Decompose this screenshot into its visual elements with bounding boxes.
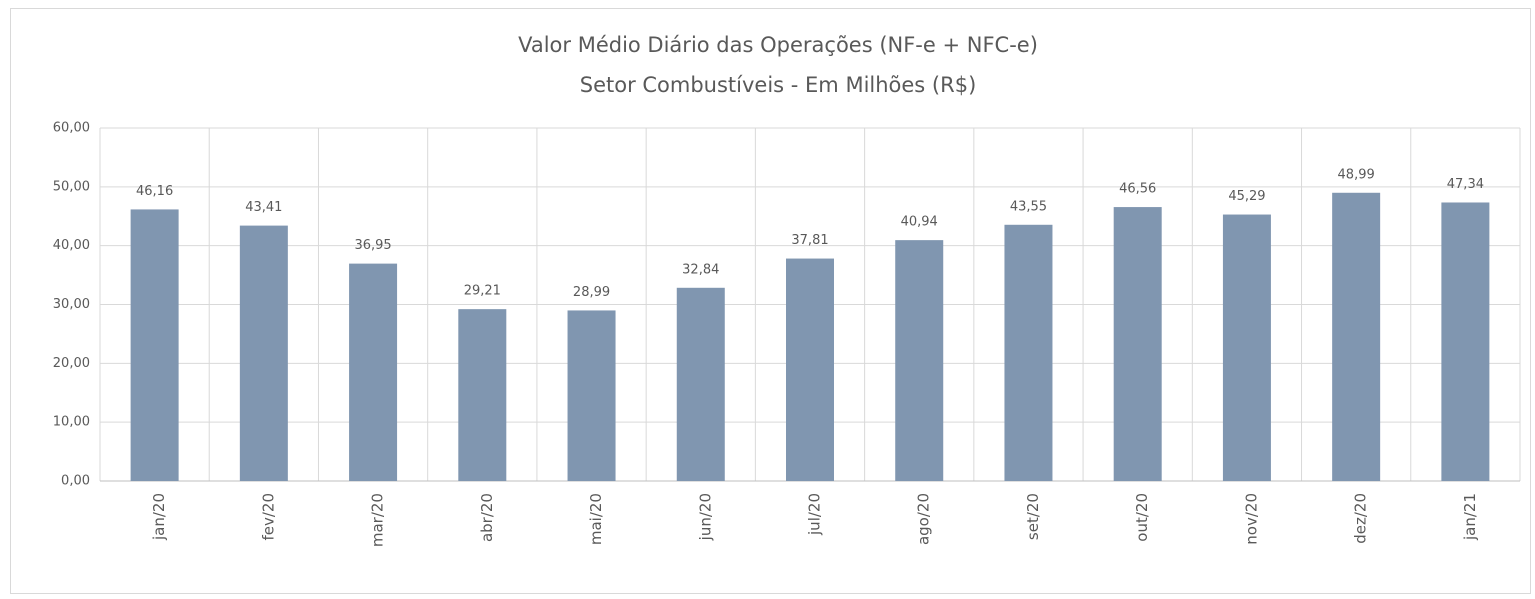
bar <box>239 225 288 481</box>
x-tick-label: fev/20 <box>259 493 277 541</box>
y-tick-label: 50,00 <box>53 179 90 194</box>
data-label: 47,34 <box>1447 177 1484 192</box>
bar <box>349 263 398 481</box>
bar <box>676 287 725 481</box>
x-tick-label: jun/20 <box>696 493 714 541</box>
x-tick-label: nov/20 <box>1242 493 1260 545</box>
bar <box>1441 202 1490 481</box>
bar <box>1004 224 1053 482</box>
x-tick-label: set/20 <box>1024 493 1042 540</box>
bar <box>895 240 944 481</box>
data-label: 46,56 <box>1119 182 1156 197</box>
data-label: 43,55 <box>1010 199 1047 214</box>
y-tick-label: 20,00 <box>53 356 90 371</box>
chart-subtitle: Setor Combustíveis - Em Milhões (R$) <box>580 73 977 97</box>
bar <box>786 258 834 481</box>
x-tick-label: mar/20 <box>369 493 387 547</box>
data-label: 37,81 <box>791 233 828 248</box>
data-label: 48,99 <box>1338 167 1375 182</box>
x-tick-label: jan/21 <box>1461 493 1479 541</box>
y-tick-label: 10,00 <box>53 415 90 430</box>
bar <box>458 309 507 481</box>
y-tick-label: 40,00 <box>53 238 90 253</box>
x-tick-label: dez/20 <box>1352 493 1370 544</box>
chart-title: Valor Médio Diário das Operações (NF-e +… <box>518 33 1038 57</box>
x-tick-label: ago/20 <box>915 493 933 545</box>
y-tick-label: 0,00 <box>61 474 90 489</box>
data-label: 32,84 <box>682 262 719 277</box>
data-label: 43,41 <box>245 200 282 215</box>
x-tick-label: mai/20 <box>587 493 605 545</box>
bar <box>1113 207 1162 481</box>
bar <box>1222 214 1271 482</box>
data-label: 40,94 <box>901 215 938 230</box>
x-tick-label: jul/20 <box>806 493 824 536</box>
bar <box>567 310 616 481</box>
y-tick-label: 60,00 <box>53 121 90 136</box>
x-tick-label: jan/20 <box>150 493 168 541</box>
bar <box>1332 192 1381 481</box>
bar <box>130 209 179 481</box>
data-label: 36,95 <box>354 238 391 253</box>
data-label: 29,21 <box>464 284 501 299</box>
data-label: 28,99 <box>573 285 610 300</box>
data-label: 45,29 <box>1228 189 1265 204</box>
y-tick-label: 30,00 <box>53 297 90 312</box>
x-tick-label: out/20 <box>1133 493 1151 542</box>
data-label: 46,16 <box>136 184 173 199</box>
x-tick-label: abr/20 <box>478 493 496 542</box>
